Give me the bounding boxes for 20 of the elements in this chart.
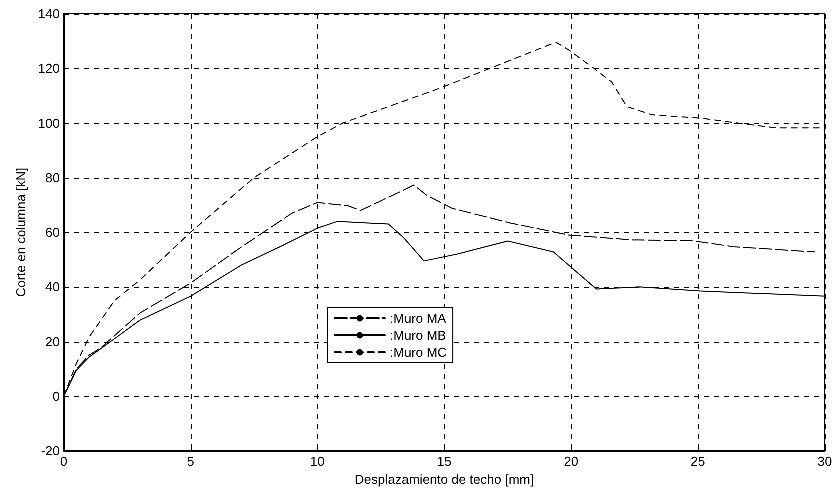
y-tick-label: 20 [46, 334, 60, 350]
x-tick-label: 20 [564, 454, 579, 469]
x-tick-label: 25 [690, 454, 706, 469]
y-tick-label: -20 [41, 444, 60, 458]
y-tick-label: 140 [38, 6, 60, 22]
legend-label: :Muro MB [390, 328, 446, 343]
y-axis-title: Corte en columna [kN] [13, 168, 28, 298]
y-tick-label: 40 [46, 280, 60, 295]
y-tick-label: 0 [52, 388, 60, 404]
x-tick-label: 10 [310, 454, 325, 469]
legend-label: :Muro MA [390, 311, 447, 326]
y-tick-label: 100 [38, 116, 60, 131]
x-tick-label: 5 [187, 454, 194, 469]
x-axis-title: Desplazamiento de techo [mm] [354, 472, 534, 487]
y-tick-label: 60 [46, 225, 60, 240]
y-tick-label: 80 [46, 170, 60, 186]
legend-label: :Muro MC [390, 345, 448, 360]
x-tick-label: 30 [818, 454, 832, 469]
x-tick-label: 15 [437, 454, 452, 469]
y-tick-label: 120 [38, 61, 60, 76]
